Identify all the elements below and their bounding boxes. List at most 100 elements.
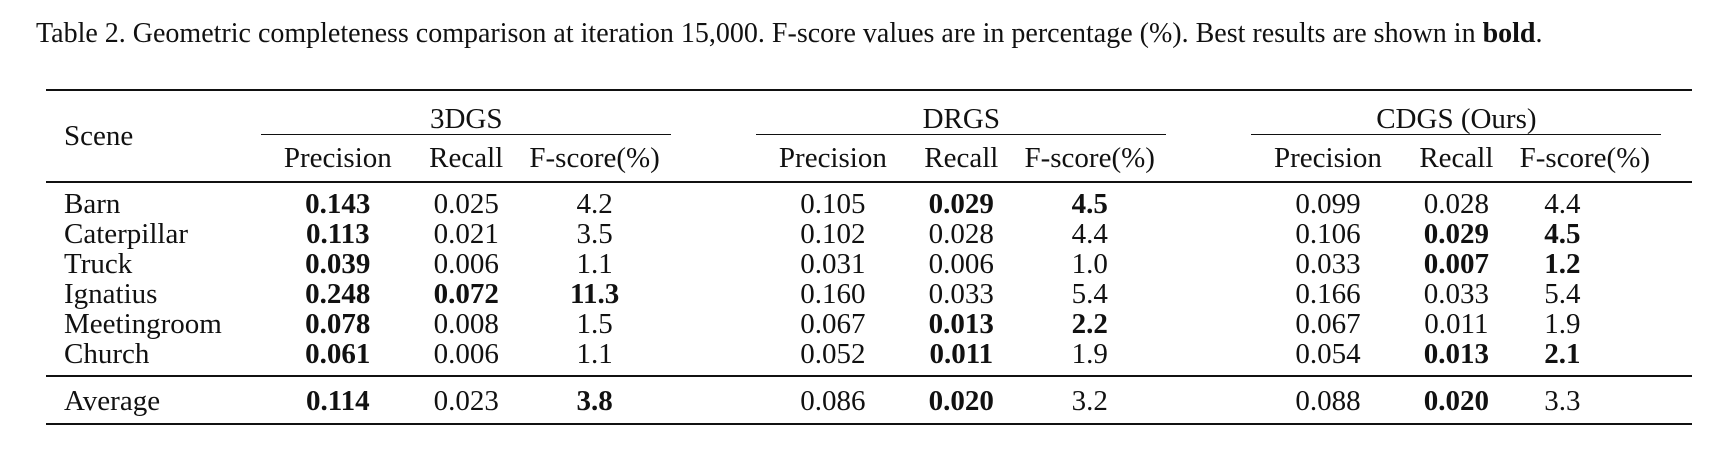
table-row: Truck 0.039 0.006 1.1 0.031 0.006 1.0 0.033 0.00… bbox=[46, 249, 1692, 279]
col-recall: Recall bbox=[1419, 142, 1494, 174]
fscore-cell: 5.4 bbox=[1071, 278, 1108, 310]
subheader-row: Precision Recall F-score(%) Precision Re… bbox=[46, 135, 1692, 182]
recall-cell: 0.006 bbox=[433, 248, 499, 280]
caption-bold-word: bold bbox=[1482, 18, 1536, 49]
col-recall: Recall bbox=[429, 142, 504, 174]
recall-cell: 0.008 bbox=[433, 308, 499, 340]
precision-cell: 0.031 bbox=[800, 248, 866, 280]
precision-cell: 0.061 bbox=[305, 338, 371, 370]
col-precision: Precision bbox=[1274, 142, 1382, 174]
average-row: Average 0.114 0.023 3.8 0.086 0.020 3.2 0.088 0.… bbox=[46, 375, 1692, 425]
precision-cell: 0.143 bbox=[305, 188, 371, 220]
precision-cell: 0.078 bbox=[305, 308, 371, 340]
precision-cell: 0.067 bbox=[1295, 308, 1361, 340]
precision-cell: 0.166 bbox=[1295, 278, 1361, 310]
scene-name: Barn bbox=[64, 188, 121, 220]
fscore-cell: 4.5 bbox=[1071, 188, 1108, 220]
precision-cell: 0.248 bbox=[305, 278, 371, 310]
scene-name: Caterpillar bbox=[64, 218, 189, 250]
recall-cell: 0.020 bbox=[1404, 375, 1509, 425]
precision-cell: 0.033 bbox=[1295, 248, 1361, 280]
recall-cell: 0.011 bbox=[1424, 308, 1489, 340]
precision-cell: 0.099 bbox=[1295, 188, 1361, 220]
fscore-cell: 4.4 bbox=[1071, 218, 1108, 250]
fscore-cell: 1.9 bbox=[1071, 338, 1108, 370]
table-row: Church 0.061 0.006 1.1 0.052 0.011 1.9 0.054 0.0… bbox=[46, 339, 1692, 376]
scene-name: Ignatius bbox=[64, 278, 158, 310]
precision-cell: 0.102 bbox=[800, 218, 866, 250]
recall-cell: 0.029 bbox=[1423, 218, 1489, 250]
table-row: Meetingroom 0.078 0.008 1.5 0.067 0.013 2.2 0.0… bbox=[46, 309, 1692, 339]
col-fscore: F-score(%) bbox=[529, 142, 660, 174]
fscore-cell: 3.2 bbox=[1013, 375, 1167, 425]
group-header-drgs: DRGS bbox=[756, 90, 1167, 135]
precision-cell: 0.039 bbox=[305, 248, 371, 280]
fscore-cell: 3.8 bbox=[518, 375, 672, 425]
table-caption: Table 2. Geometric completeness comparis… bbox=[36, 16, 1706, 52]
recall-cell: 0.023 bbox=[414, 375, 519, 425]
precision-cell: 0.160 bbox=[800, 278, 866, 310]
recall-cell: 0.013 bbox=[1423, 338, 1489, 370]
fscore-cell: 1.5 bbox=[576, 308, 613, 340]
scene-name: Church bbox=[64, 338, 150, 370]
fscore-cell: 1.1 bbox=[576, 248, 613, 280]
col-precision: Precision bbox=[283, 142, 392, 174]
recall-cell: 0.021 bbox=[433, 218, 499, 250]
recall-cell: 0.025 bbox=[433, 188, 499, 220]
precision-cell: 0.052 bbox=[800, 338, 866, 370]
fscore-cell: 3.3 bbox=[1508, 375, 1662, 425]
fscore-cell: 3.5 bbox=[576, 218, 613, 250]
table-row: Caterpillar 0.113 0.021 3.5 0.102 0.028 4.4 0.1… bbox=[46, 219, 1692, 249]
table-body: Barn 0.143 0.025 4.2 0.105 0.029 4.5 0.099 0.028… bbox=[46, 182, 1692, 425]
fscore-cell: 1.1 bbox=[576, 338, 613, 370]
scene-name: Average bbox=[46, 375, 262, 425]
recall-cell: 0.020 bbox=[909, 375, 1014, 425]
col-fscore: F-score(%) bbox=[1024, 142, 1155, 174]
precision-cell: 0.054 bbox=[1295, 338, 1361, 370]
precision-cell: 0.114 bbox=[261, 375, 415, 425]
col-precision: Precision bbox=[778, 142, 887, 174]
precision-cell: 0.105 bbox=[800, 188, 866, 220]
fscore-cell: 5.4 bbox=[1544, 278, 1581, 310]
group-header-3dgs: 3DGS bbox=[261, 90, 672, 135]
recall-cell: 0.007 bbox=[1423, 248, 1489, 280]
recall-cell: 0.033 bbox=[1423, 278, 1489, 310]
group-label: CDGS (Ours) bbox=[1251, 104, 1662, 135]
group-label: 3DGS bbox=[261, 104, 672, 135]
fscore-cell: 2.1 bbox=[1544, 338, 1581, 370]
group-header-cdgs: CDGS (Ours) bbox=[1251, 90, 1662, 135]
scene-header: Scene bbox=[64, 120, 134, 152]
table-row: Ignatius 0.248 0.072 11.3 0.160 0.033 5.4 0.166… bbox=[46, 279, 1692, 309]
precision-cell: 0.106 bbox=[1295, 218, 1361, 250]
recall-cell: 0.072 bbox=[433, 278, 499, 310]
recall-cell: 0.029 bbox=[928, 188, 994, 220]
recall-cell: 0.006 bbox=[928, 248, 994, 280]
recall-cell: 0.006 bbox=[433, 338, 499, 370]
recall-cell: 0.028 bbox=[928, 218, 994, 250]
fscore-cell: 1.9 bbox=[1544, 308, 1581, 340]
precision-cell: 0.113 bbox=[305, 218, 370, 250]
scene-name: Meetingroom bbox=[64, 308, 222, 340]
recall-cell: 0.011 bbox=[929, 338, 994, 370]
fscore-cell: 1.2 bbox=[1544, 248, 1581, 280]
col-fscore: F-score(%) bbox=[1519, 142, 1651, 174]
group-header-row: Scene 3DGS DRGS CDGS (Ours) bbox=[46, 90, 1692, 151]
fscore-cell: 1.0 bbox=[1071, 248, 1108, 280]
col-recall: Recall bbox=[924, 142, 999, 174]
results-table: Scene 3DGS DRGS CDGS (Ours) Precision Re… bbox=[46, 89, 1692, 425]
fscore-cell: 4.4 bbox=[1544, 188, 1581, 220]
scene-name: Truck bbox=[64, 248, 133, 280]
group-label: DRGS bbox=[756, 104, 1167, 135]
fscore-cell: 11.3 bbox=[570, 278, 620, 310]
table-row: Barn 0.143 0.025 4.2 0.105 0.029 4.5 0.099 0.028… bbox=[46, 182, 1692, 219]
precision-cell: 0.088 bbox=[1251, 375, 1405, 425]
caption-text: Table 2. Geometric completeness comparis… bbox=[36, 18, 1483, 49]
recall-cell: 0.013 bbox=[928, 308, 994, 340]
recall-cell: 0.028 bbox=[1423, 188, 1489, 220]
precision-cell: 0.086 bbox=[756, 375, 910, 425]
fscore-cell: 4.2 bbox=[576, 188, 613, 220]
precision-cell: 0.067 bbox=[800, 308, 866, 340]
recall-cell: 0.033 bbox=[928, 278, 994, 310]
caption-end: . bbox=[1535, 18, 1543, 49]
fscore-cell: 4.5 bbox=[1544, 218, 1581, 250]
